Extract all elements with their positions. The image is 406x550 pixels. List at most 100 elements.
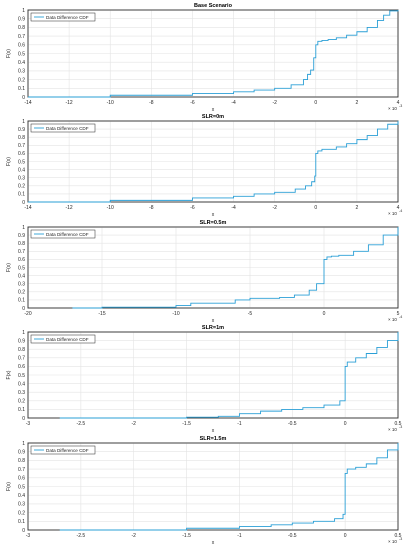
y-tick-label: 0.6 xyxy=(18,43,25,49)
x-tick-label: -1 xyxy=(237,533,242,539)
y-tick-label: 0.7 xyxy=(18,356,25,362)
x-tick-label: 5 xyxy=(397,311,400,317)
legend-label: Data Difference CDF xyxy=(46,448,89,453)
x-tick-label: -3 xyxy=(26,533,31,539)
y-tick-label: 1 xyxy=(22,225,25,231)
x-tick-label: 0 xyxy=(344,533,347,539)
legend-label: Data Difference CDF xyxy=(46,337,89,342)
axes-frame xyxy=(27,331,399,419)
y-tick-label: 0.1 xyxy=(18,86,25,92)
x-axis-label: x xyxy=(212,318,215,324)
cdf-series-line xyxy=(59,443,399,531)
y-tick-label: 0.6 xyxy=(18,257,25,263)
y-tick-label: 0.8 xyxy=(18,347,25,353)
x-tick-label: -8 xyxy=(149,100,154,106)
y-tick-label: 0.2 xyxy=(18,184,25,190)
cdf-series-line xyxy=(28,10,399,98)
legend-box xyxy=(30,334,96,344)
y-axis-label: F(x) xyxy=(6,49,12,58)
x-axis-label: x xyxy=(212,428,215,434)
legend-box xyxy=(30,445,96,455)
x-tick-label: -1 xyxy=(237,421,242,427)
y-tick-label: 0.4 xyxy=(18,381,25,387)
y-tick-label: 0.5 xyxy=(18,373,25,379)
x-tick-label: -4 xyxy=(231,205,236,211)
y-axis-label: F(x) xyxy=(6,482,12,491)
y-axis-label: F(x) xyxy=(6,370,12,379)
y-tick-label: 0.4 xyxy=(18,167,25,173)
y-tick-label: 0.9 xyxy=(18,127,25,133)
x-tick-label: -6 xyxy=(190,205,195,211)
y-tick-label: 0.6 xyxy=(18,364,25,370)
chart-panel-3: 0 0.1 0.2 0.3 0.4 0.5 0.6 0.7 0.8 0.9 1 -20 -15 -10 -5… xyxy=(6,220,402,324)
legend-box xyxy=(30,12,96,22)
cdf-series-line xyxy=(28,121,399,203)
chart-title: SLR=1m xyxy=(202,325,224,331)
axes-frame xyxy=(27,120,399,203)
y-tick-label: 0.1 xyxy=(18,298,25,304)
y-tick-label: 0.6 xyxy=(18,151,25,157)
y-tick-label: 0.8 xyxy=(18,241,25,247)
x-tick-label: 4 xyxy=(397,205,400,211)
x-tick-label: 0 xyxy=(323,311,326,317)
x-tick-label: -20 xyxy=(24,311,31,317)
x-tick-label: 4 xyxy=(397,100,400,106)
y-tick-label: 0.2 xyxy=(18,399,25,405)
x-tick-label: -2 xyxy=(131,533,136,539)
legend-box xyxy=(30,229,96,239)
y-tick-label: 0.3 xyxy=(18,502,25,508)
y-tick-label: 0.2 xyxy=(18,290,25,296)
x-axis-label: x xyxy=(212,107,215,113)
y-tick-label: 0.3 xyxy=(18,282,25,288)
y-tick-label: 0.9 xyxy=(18,17,25,23)
axes-frame xyxy=(27,9,399,98)
y-tick-label: 0 xyxy=(22,306,25,312)
x-exponent: -3 xyxy=(399,104,402,108)
legend-label: Data Difference CDF xyxy=(46,232,89,237)
chart-panel-4: 0 0.1 0.2 0.3 0.4 0.5 0.6 0.7 0.8 0.9 1 -3 -2.5 -2 -1.… xyxy=(6,325,402,434)
x-tick-label: -15 xyxy=(98,311,105,317)
x-tick-label: 0 xyxy=(314,100,317,106)
chart-title: SLR=1.5m xyxy=(200,436,227,442)
y-tick-label: 1 xyxy=(22,8,25,14)
legend: Data Difference CDF xyxy=(30,445,96,455)
x-tick-label: -2 xyxy=(272,205,277,211)
x-tick-label: -10 xyxy=(107,205,114,211)
x-tick-label: -1.5 xyxy=(182,421,191,427)
legend-box xyxy=(30,123,96,133)
y-tick-label: 0.2 xyxy=(18,510,25,516)
chart-title: SLR=0.5m xyxy=(200,220,227,226)
y-tick-label: 0.1 xyxy=(18,192,25,198)
x-exponent: -3 xyxy=(399,425,402,429)
y-tick-label: 0.5 xyxy=(18,159,25,165)
x-multiplier: × 10 xyxy=(388,211,397,216)
y-tick-label: 1 xyxy=(22,119,25,125)
chart-panel-2: 0 0.1 0.2 0.3 0.4 0.5 0.6 0.7 0.8 0.9 1 -14 -12 -10 -8… xyxy=(6,114,402,218)
y-tick-label: 0.7 xyxy=(18,34,25,40)
x-tick-label: -2.5 xyxy=(77,421,86,427)
y-tick-label: 0.8 xyxy=(18,458,25,464)
x-tick-label: 2 xyxy=(355,205,358,211)
x-tick-label: -2 xyxy=(131,421,136,427)
x-tick-label: -0.5 xyxy=(288,533,297,539)
x-axis-label: x xyxy=(212,212,215,218)
legend: Data Difference CDF xyxy=(30,334,96,344)
x-multiplier: × 10 xyxy=(388,106,397,111)
y-tick-label: 0.4 xyxy=(18,273,25,279)
y-tick-label: 0.9 xyxy=(18,450,25,456)
x-tick-label: -5 xyxy=(248,311,253,317)
x-tick-label: 0.5 xyxy=(395,421,402,427)
x-tick-label: -1.5 xyxy=(182,533,191,539)
x-tick-label: -2.5 xyxy=(77,533,86,539)
y-tick-label: 0 xyxy=(22,200,25,206)
legend: Data Difference CDF xyxy=(30,12,96,22)
y-axis-label: F(x) xyxy=(6,263,12,272)
legend: Data Difference CDF xyxy=(30,229,96,239)
y-tick-label: 0.7 xyxy=(18,143,25,149)
y-tick-label: 0.3 xyxy=(18,176,25,182)
y-tick-label: 0.3 xyxy=(18,390,25,396)
x-tick-label: 0 xyxy=(344,421,347,427)
y-tick-label: 0.5 xyxy=(18,265,25,271)
x-tick-label: -14 xyxy=(24,100,31,106)
